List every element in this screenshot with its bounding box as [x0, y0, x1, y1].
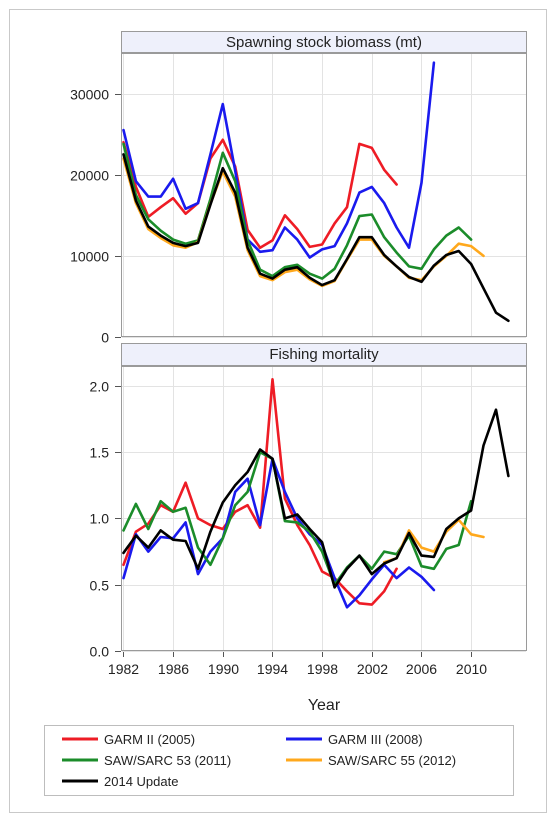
x-tick-label: 1998: [307, 661, 338, 677]
x-tick-label: 1982: [108, 661, 139, 677]
biomass-panel: Spawning stock biomass (mt) 0 10000 20000 30…: [70, 31, 527, 346]
legend: GARM II (2005) GARM III (2008) SAW/SARC 53…: [44, 725, 514, 796]
y-tick-label: 30000: [70, 87, 109, 103]
x-tick-label: 2010: [456, 661, 487, 677]
y-tick-label: 0: [101, 330, 109, 346]
legend-label: GARM III (2008): [328, 732, 423, 747]
y-tick-label: 2.0: [90, 379, 110, 395]
x-tick-label: 1994: [257, 661, 288, 677]
legend-label: GARM II (2005): [104, 732, 195, 747]
x-tick-label: 2002: [357, 661, 388, 677]
plot-area: [121, 366, 527, 651]
legend-label: SAW/SARC 53 (2011): [104, 753, 231, 768]
panel-title-strip: [121, 31, 527, 53]
legend-box: [44, 725, 514, 796]
y-tick-label: 1.5: [90, 445, 110, 461]
legend-label: 2014 Update: [104, 774, 178, 789]
panel-title-strip: [121, 343, 527, 366]
panel-title: Fishing mortality: [269, 346, 379, 363]
series-line-1: [122, 138, 398, 249]
legend-label: SAW/SARC 55 (2012): [328, 753, 456, 768]
x-axis-label: Year: [308, 697, 341, 714]
y-tick-label: 0.5: [90, 578, 110, 594]
y-tick-label: 10000: [70, 249, 109, 265]
y-tick-label: 0.0: [90, 644, 110, 660]
series-line-3: [122, 450, 473, 587]
series-line-5: [122, 153, 510, 323]
series-line-5: [122, 408, 510, 589]
series-line-2: [122, 61, 436, 259]
x-tick-label: 1990: [208, 661, 239, 677]
panel-title: Spawning stock biomass (mt): [226, 34, 422, 51]
series-line-2: [122, 457, 436, 609]
series-line-3: [122, 142, 473, 280]
x-tick-label: 1986: [158, 661, 189, 677]
mortality-panel: Fishing mortality 1982 1986 1990 1994 1998 200…: [90, 343, 527, 677]
y-tick-label: 20000: [70, 168, 109, 184]
plot-area: [121, 53, 527, 337]
x-tick-label: 2006: [406, 661, 437, 677]
y-tick-label: 1.0: [90, 511, 110, 527]
